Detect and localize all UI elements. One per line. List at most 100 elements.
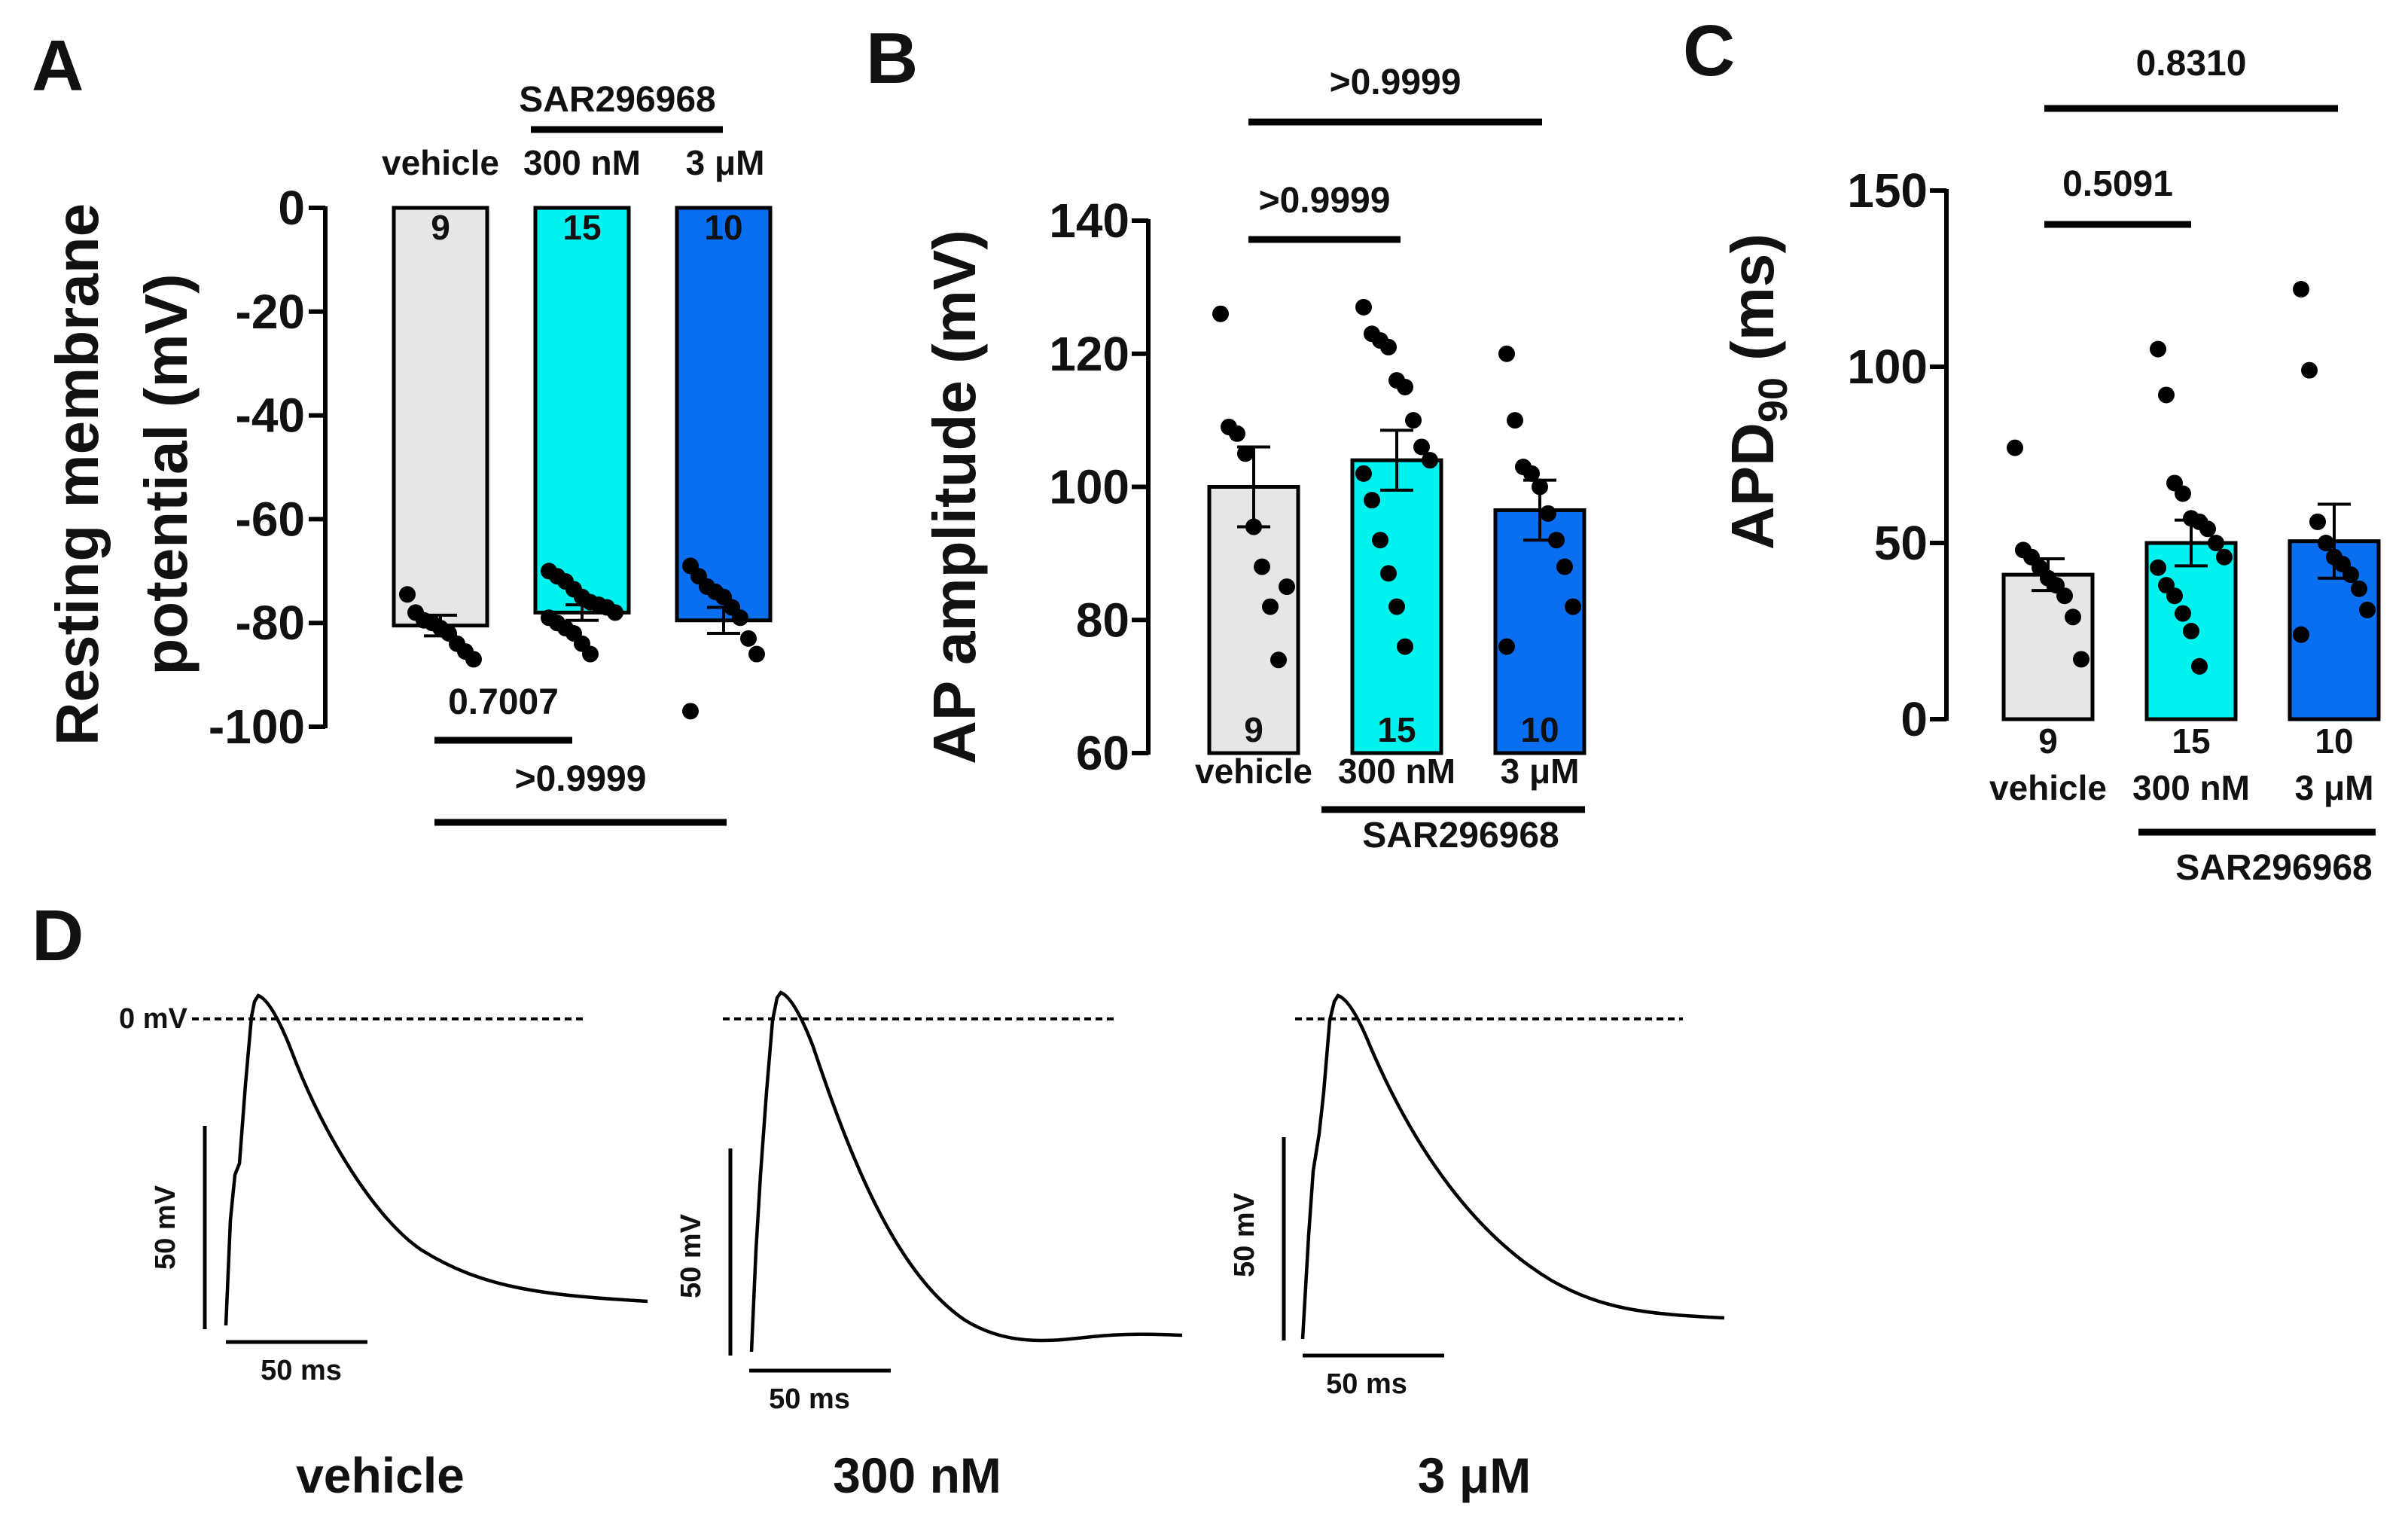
panel-c-p-value: 0.5091 bbox=[2062, 164, 2173, 204]
panel-c-p-value: 0.8310 bbox=[2136, 44, 2247, 84]
panel-c: C APD90 (ms) SAR296968 150 100 50 0 9 vehicle… bbox=[1683, 11, 2381, 888]
panel-b-n-label: 15 bbox=[1377, 710, 1416, 749]
panel-a-bar bbox=[392, 206, 489, 628]
panel-b-data-point bbox=[1498, 638, 1515, 655]
panel-b-y-tick-label: 120 bbox=[1049, 327, 1129, 381]
panel-b-letter: B bbox=[866, 18, 918, 99]
panel-c-data-point bbox=[2166, 587, 2183, 605]
panel-a-y-tick-label: -100 bbox=[209, 700, 305, 754]
panel-c-data-point bbox=[2158, 386, 2175, 404]
panel-c-data-point bbox=[2216, 548, 2233, 566]
panel-b-data-point bbox=[1262, 598, 1279, 615]
panel-c-data-point bbox=[2293, 626, 2309, 643]
panel-a-y-tick-label: 0 bbox=[278, 181, 305, 235]
panel-c-y-tick-label: 0 bbox=[1900, 692, 1928, 746]
panel-a-y-tick-label: -80 bbox=[236, 596, 306, 650]
panel-b-n-label: 9 bbox=[1244, 710, 1263, 749]
panel-c-data-point bbox=[2175, 605, 2191, 622]
panel-b-data-point bbox=[1237, 445, 1254, 462]
panel-c-ylabel-sub: 90 bbox=[1751, 377, 1796, 422]
panel-b-data-point bbox=[1397, 638, 1413, 655]
trace-group-300nm: 50 mV 50 ms 300 nM bbox=[675, 990, 1183, 1503]
panel-c-data-point bbox=[2007, 439, 2023, 456]
panel-c-data-point bbox=[2301, 361, 2318, 379]
panel-c-category-label: 300 nM bbox=[2132, 768, 2250, 807]
panel-c-y-tick-label: 150 bbox=[1847, 163, 1928, 218]
panel-b-y-tick-label: 140 bbox=[1049, 194, 1129, 248]
scale-v-label-3um: 50 mV bbox=[1229, 1192, 1260, 1277]
zero-mv-label: 0 mV bbox=[119, 1003, 187, 1035]
panel-c-data-point bbox=[2309, 513, 2326, 530]
panel-b-data-point bbox=[1413, 438, 1430, 456]
panel-c-ylabel-main: APD bbox=[1719, 422, 1786, 550]
panel-b-data-point bbox=[1532, 478, 1548, 496]
panel-c-data-point bbox=[2183, 623, 2199, 639]
panel-b-data-point bbox=[1540, 505, 1556, 522]
panel-b-y-tick-label: 80 bbox=[1076, 593, 1129, 647]
panel-a-n-label: 15 bbox=[562, 208, 601, 247]
panel-a: A Resting membrane potential (mV) SAR296… bbox=[32, 26, 773, 826]
panel-c-category-label: 3 μM bbox=[2295, 768, 2374, 807]
panel-b-data-point bbox=[1355, 298, 1372, 316]
panel-b-data-point bbox=[1279, 578, 1295, 596]
panel-a-bar bbox=[675, 206, 773, 623]
panel-c-n-label: 15 bbox=[2172, 721, 2210, 761]
panel-a-category-label: 3 μM bbox=[686, 143, 765, 182]
panel-c-y-tick-label: 100 bbox=[1847, 340, 1928, 394]
panel-b-data-point bbox=[1388, 598, 1405, 615]
panel-c-y-tick-label: 50 bbox=[1874, 516, 1928, 570]
panel-c-n-label: 9 bbox=[2038, 721, 2058, 761]
panel-c-data-point bbox=[2191, 657, 2208, 675]
panel-a-y-tick-label: -40 bbox=[236, 389, 306, 443]
panel-b-data-point bbox=[1245, 518, 1262, 535]
panel-a-drug-label: SAR296968 bbox=[519, 80, 716, 120]
panel-c-letter: C bbox=[1683, 11, 1735, 91]
panel-a-data-point bbox=[607, 604, 623, 621]
panel-b-n-label: 10 bbox=[1520, 710, 1559, 749]
panel-b-data-point bbox=[1355, 465, 1372, 482]
panel-a-data-point bbox=[399, 586, 416, 603]
trace-group-3um: 50 mV 50 ms 3 μM bbox=[1229, 993, 1725, 1503]
panel-b-data-point bbox=[1364, 492, 1380, 509]
panel-b-p-value: >0.9999 bbox=[1330, 63, 1462, 102]
ap-trace-vehicle bbox=[224, 993, 648, 1326]
panel-b-data-point bbox=[1372, 532, 1388, 549]
panel-c-data-point bbox=[2208, 535, 2224, 551]
panel-a-y-tick-label: -20 bbox=[236, 285, 306, 339]
panel-b-data-point bbox=[1380, 565, 1397, 582]
panel-d: D 0 mV 50 mV 50 ms vehicle 50 mV 50 ms 3… bbox=[32, 895, 1725, 1503]
panel-b-data-point bbox=[1523, 465, 1540, 482]
panel-b-category-label: 3 μM bbox=[1501, 752, 1580, 791]
panel-a-ylabel-line1: Resting membrane bbox=[44, 203, 111, 746]
panel-c-bar bbox=[2001, 572, 2095, 721]
trace-group-vehicle: 50 mV 50 ms vehicle bbox=[150, 993, 648, 1503]
panel-c-data-point bbox=[2318, 535, 2334, 551]
scale-v-label-vehicle: 50 mV bbox=[150, 1185, 181, 1270]
panel-a-data-point bbox=[740, 630, 757, 647]
panel-b-data-point bbox=[1270, 651, 1287, 669]
panel-b-data-point bbox=[1212, 305, 1229, 322]
panel-c-ylabel-tail: (ms) bbox=[1719, 233, 1786, 377]
panel-b-y-tick-label: 60 bbox=[1076, 726, 1129, 780]
panel-a-p-value: >0.9999 bbox=[515, 759, 647, 799]
panel-b-data-point bbox=[1498, 345, 1515, 362]
panel-a-plot: 0 -20 -40 -60 -80 -100 9 vehicle 15 300 nM 10 3 μM 0… bbox=[209, 143, 773, 826]
panel-b-p-value: >0.9999 bbox=[1259, 181, 1391, 221]
panel-b-data-point bbox=[1422, 452, 1438, 469]
panel-c-data-point bbox=[2351, 580, 2367, 597]
panel-c-data-point bbox=[2293, 281, 2309, 298]
panel-a-data-point bbox=[682, 703, 699, 720]
panel-c-data-point bbox=[2175, 485, 2191, 502]
panel-c-ylabel: APD90 (ms) bbox=[1719, 233, 1796, 550]
panel-d-letter: D bbox=[32, 895, 84, 976]
panel-b-category-label: vehicle bbox=[1195, 752, 1312, 791]
panel-b: B AP amplitude (mV) SAR296968 140 120 100 8… bbox=[866, 18, 1587, 856]
panel-a-n-label: 9 bbox=[431, 208, 450, 247]
panel-a-data-point bbox=[465, 651, 482, 668]
panel-b-data-point bbox=[1565, 598, 1581, 615]
condition-label-vehicle: vehicle bbox=[296, 1447, 465, 1503]
panel-b-data-point bbox=[1380, 338, 1397, 355]
panel-a-letter: A bbox=[32, 26, 84, 106]
